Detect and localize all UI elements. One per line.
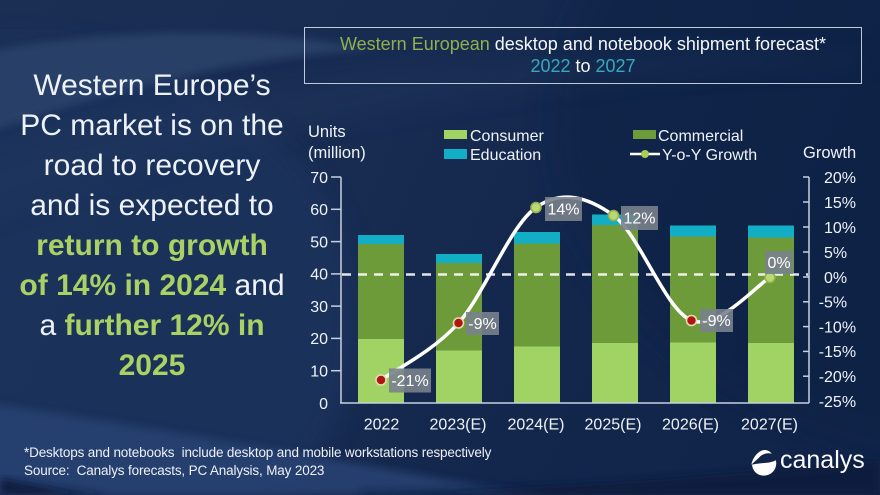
svg-text:20: 20 <box>310 331 328 348</box>
svg-text:-9%: -9% <box>702 313 730 330</box>
svg-text:30: 30 <box>310 299 328 316</box>
svg-text:0: 0 <box>319 396 328 413</box>
svg-text:2027(E): 2027(E) <box>741 417 798 434</box>
svg-text:70: 70 <box>310 170 328 187</box>
svg-text:-25%: -25% <box>819 394 856 411</box>
svg-text:2023(E): 2023(E) <box>430 417 487 434</box>
svg-text:2024(E): 2024(E) <box>508 417 565 434</box>
svg-text:Education: Education <box>470 147 541 164</box>
svg-text:5%: 5% <box>824 245 847 262</box>
svg-text:(million): (million) <box>308 144 366 162</box>
svg-text:-10%: -10% <box>819 319 856 336</box>
svg-text:0%: 0% <box>767 255 790 272</box>
svg-text:-20%: -20% <box>819 369 856 386</box>
svg-text:10%: 10% <box>824 220 856 237</box>
svg-text:-15%: -15% <box>819 344 856 361</box>
svg-text:-5%: -5% <box>819 295 847 312</box>
svg-text:-21%: -21% <box>391 373 428 390</box>
svg-text:Growth: Growth <box>803 144 856 162</box>
svg-text:15%: 15% <box>824 195 856 212</box>
svg-text:2026(E): 2026(E) <box>662 417 719 434</box>
svg-text:50: 50 <box>310 234 328 251</box>
svg-text:2022: 2022 <box>364 417 400 434</box>
svg-text:60: 60 <box>310 202 328 219</box>
svg-text:40: 40 <box>310 267 328 284</box>
svg-text:2025(E): 2025(E) <box>585 417 642 434</box>
svg-text:10: 10 <box>310 364 328 381</box>
svg-text:Units: Units <box>308 123 346 141</box>
svg-text:Y-o-Y Growth: Y-o-Y Growth <box>662 147 757 164</box>
svg-text:0%: 0% <box>824 270 847 287</box>
svg-text:14%: 14% <box>547 202 579 219</box>
svg-text:Consumer: Consumer <box>470 128 544 145</box>
svg-text:Commercial: Commercial <box>658 128 743 145</box>
svg-text:-9%: -9% <box>468 316 496 333</box>
svg-text:20%: 20% <box>824 170 856 187</box>
svg-text:12%: 12% <box>623 211 655 228</box>
